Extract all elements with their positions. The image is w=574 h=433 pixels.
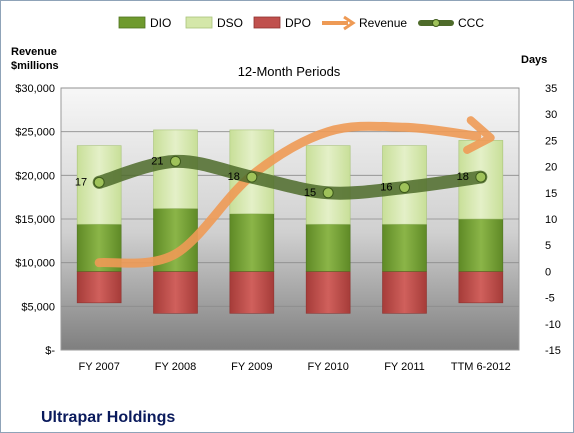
y-right-label: Days: [521, 54, 547, 66]
ccc-marker: [475, 171, 487, 183]
left-tick-label: $15,000: [15, 214, 55, 226]
left-tick-label: $10,000: [15, 258, 55, 270]
category-label: FY 2011: [384, 361, 425, 373]
right-tick-label: 35: [545, 83, 557, 95]
category-label: FY 2010: [307, 361, 348, 373]
company-title: Ultrapar Holdings: [41, 409, 175, 426]
ccc-marker: [170, 155, 181, 167]
legend-swatch: [253, 16, 281, 29]
right-tick-label: 10: [545, 214, 557, 226]
dio-bar: [382, 223, 427, 272]
right-tick-label: -5: [545, 293, 555, 305]
ccc-data-label: 21: [151, 155, 163, 167]
legend-label: DSO: [217, 16, 243, 30]
right-tick-label: 0: [545, 266, 551, 278]
left-tick-label: $20,000: [15, 170, 55, 182]
legend-label: DPO: [285, 16, 311, 30]
ccc-data-label: 18: [228, 171, 240, 183]
legend-label: DIO: [150, 16, 171, 30]
left-tick-label: $-: [45, 345, 55, 357]
right-tick-label: 5: [545, 240, 551, 252]
right-axis: -15 -10 -5 0 5 10 15 20 25 30 35: [545, 83, 561, 357]
ccc-marker: [322, 187, 334, 199]
left-axis: $- $5,000 $10,000 $15,000 $20,000 $25,000 $30,…: [15, 83, 55, 357]
ccc-data-label: 15: [304, 187, 316, 199]
legend-swatch: [185, 16, 213, 29]
right-tick-label: 25: [545, 135, 557, 147]
ccc-data-label: 17: [75, 176, 87, 188]
revenue-line: [94, 121, 482, 268]
category-label: TTM 6-2012: [451, 361, 511, 373]
right-tick-label: 15: [545, 188, 557, 200]
ccc-marker: [246, 171, 258, 183]
right-tick-label: -10: [545, 319, 561, 331]
dpo-bar: [153, 271, 198, 314]
left-tick-label: $5,000: [21, 301, 55, 313]
legend: DIO DSO DPO Revenue CCC: [118, 15, 484, 31]
right-tick-label: 20: [545, 162, 557, 174]
category-label: FY 2009: [231, 361, 272, 373]
category-label: FY 2008: [155, 361, 196, 373]
series-lines: 17 21 18 15 16 18: [75, 116, 495, 268]
ccc-line: [92, 154, 488, 200]
category-label: FY 2007: [78, 361, 119, 373]
dpo-bar: [382, 271, 427, 314]
right-tick-label: -15: [545, 345, 561, 357]
legend-swatch-arrowhead: [343, 15, 356, 31]
dio-bar: [458, 218, 504, 272]
ccc-data-label: 16: [380, 182, 392, 194]
revenue-arrowhead: [463, 116, 495, 154]
left-tick-label: $30,000: [15, 83, 55, 95]
dio-bar: [305, 223, 351, 272]
dpo-bar: [76, 271, 122, 304]
dio-bar: [229, 213, 275, 272]
chart-subtitle: 12-Month Periods: [238, 64, 341, 79]
y-left-label-line1: Revenue: [11, 46, 57, 58]
legend-swatch: [118, 16, 146, 29]
legend-label: CCC: [458, 16, 484, 30]
ccc-data-label: 18: [457, 171, 469, 183]
dpo-bar: [305, 271, 351, 314]
legend-label: Revenue: [359, 16, 407, 30]
right-tick-label: 30: [545, 109, 557, 121]
legend-swatch-marker: [432, 19, 440, 27]
dpo-bar: [458, 271, 504, 304]
category-axis: FY 2007 FY 2008 FY 2009 FY 2010 FY 2011 TTM 6…: [78, 361, 510, 373]
ccc-marker: [93, 176, 105, 188]
dpo-bar: [229, 271, 275, 314]
left-tick-label: $25,000: [15, 127, 55, 139]
y-left-label-line2: $millions: [11, 60, 59, 72]
ccc-marker: [399, 182, 410, 194]
